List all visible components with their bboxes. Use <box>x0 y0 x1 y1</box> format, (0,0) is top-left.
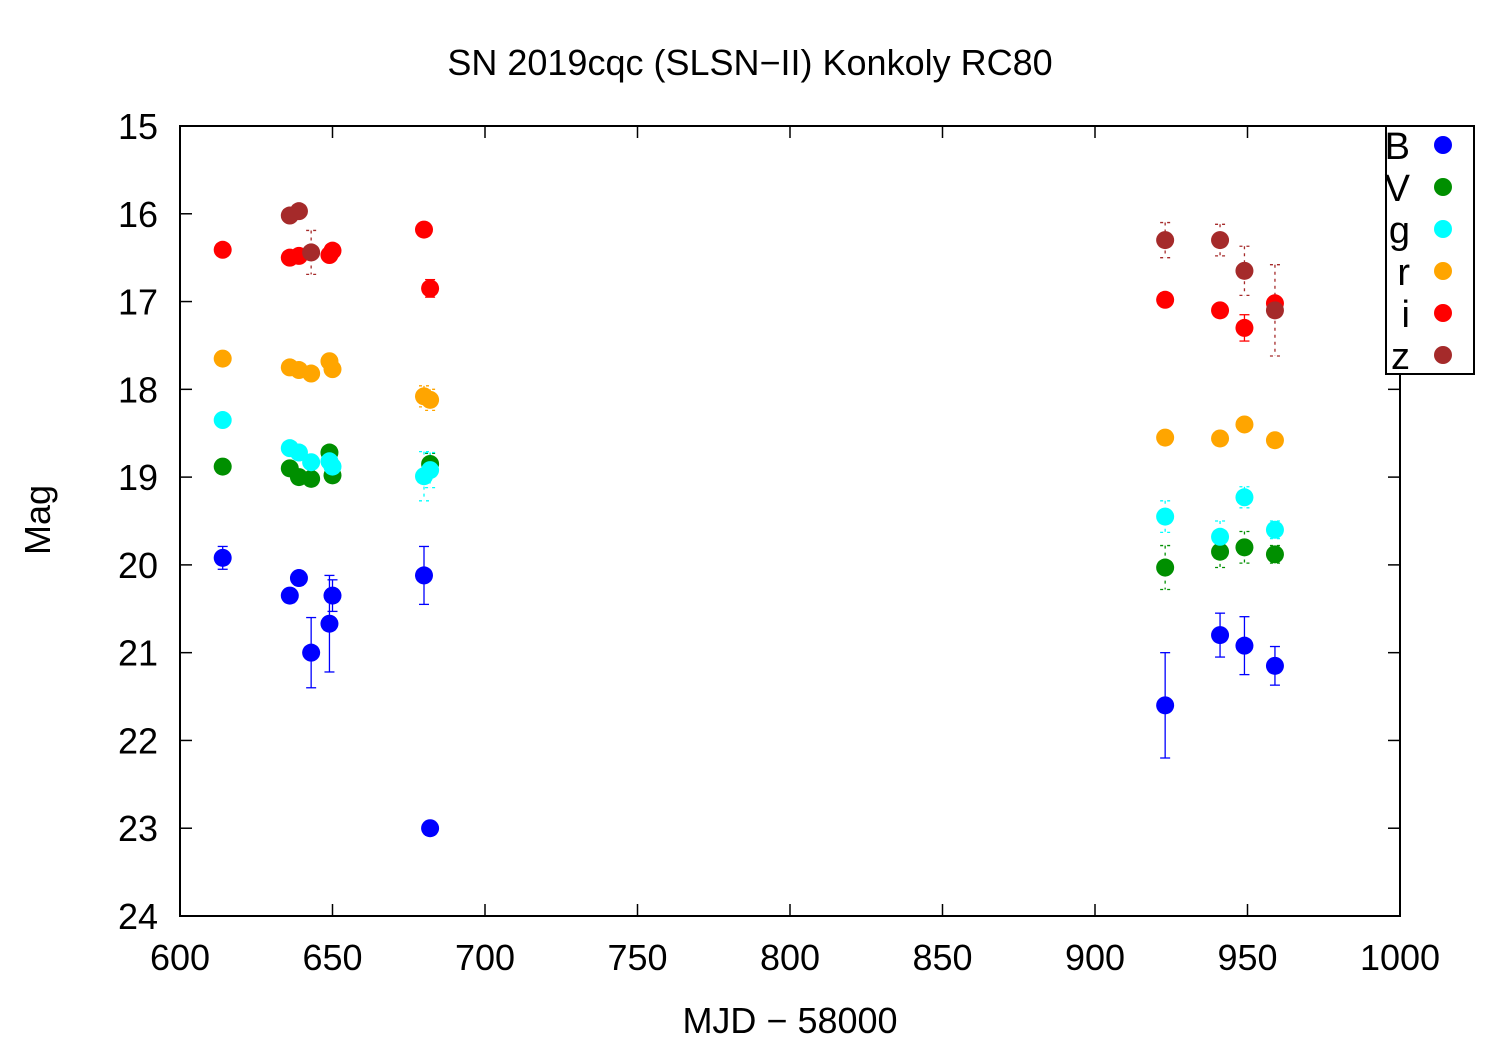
data-point-layer <box>213 202 1284 838</box>
data-point-V <box>1265 545 1284 564</box>
data-point-r <box>302 364 321 383</box>
y-axis-label: Mag <box>17 484 58 556</box>
y-tick-label: 19 <box>118 457 158 498</box>
data-point-g <box>1235 488 1254 507</box>
x-tick-label: 650 <box>302 937 362 978</box>
x-tick-label: 750 <box>607 937 667 978</box>
data-point-r <box>323 360 342 379</box>
data-point-i <box>1156 290 1175 309</box>
data-point-B <box>289 569 308 588</box>
data-point-g <box>323 457 342 476</box>
legend-marker-V <box>1434 178 1452 196</box>
errorbar-g <box>1239 486 1250 509</box>
data-point-i <box>213 240 232 259</box>
y-tick-label: 16 <box>118 194 158 235</box>
legend-box <box>1385 125 1475 375</box>
data-point-B <box>1156 696 1175 715</box>
legend-marker-r <box>1434 262 1452 280</box>
x-axis-label: MJD − 58000 <box>682 1000 898 1041</box>
data-point-r <box>421 390 440 409</box>
data-point-B <box>302 643 321 662</box>
legend-label-r: r <box>1397 252 1410 294</box>
data-point-B <box>213 548 232 567</box>
data-point-r <box>1211 429 1230 448</box>
legend-marker-B <box>1434 136 1452 154</box>
legend-label-z: z <box>1391 336 1410 378</box>
data-point-r <box>1235 415 1254 434</box>
data-point-r <box>1265 431 1284 450</box>
data-point-V <box>302 469 321 488</box>
data-point-V <box>1211 542 1230 561</box>
data-point-i <box>323 241 342 260</box>
y-tick-label: 22 <box>118 720 158 761</box>
data-point-r <box>213 349 232 368</box>
data-point-z <box>1156 231 1175 250</box>
data-point-B <box>280 586 299 605</box>
legend-label-V: V <box>1385 168 1411 210</box>
y-tick-label: 20 <box>118 545 158 586</box>
data-point-r <box>1156 428 1175 447</box>
data-point-z <box>289 202 308 221</box>
data-point-g <box>302 453 321 472</box>
legend-marker-z <box>1434 346 1452 364</box>
y-tick-label: 15 <box>118 106 158 147</box>
data-point-z <box>1235 261 1254 280</box>
data-point-z <box>1211 231 1230 250</box>
data-point-z <box>1265 301 1284 320</box>
axis-ticks: 600 650 700 750 800 850 900 950 1000 15 16 17 18 19 20… <box>118 106 1440 978</box>
data-point-B <box>1265 656 1284 675</box>
data-point-V <box>1235 538 1254 557</box>
data-point-i <box>1211 301 1230 320</box>
legend-marker-g <box>1434 220 1452 238</box>
errorbar-z <box>1269 264 1280 357</box>
data-point-B <box>1235 636 1254 655</box>
x-tick-label: 600 <box>150 937 210 978</box>
x-tick-label: 800 <box>760 937 820 978</box>
x-tick-label: 900 <box>1065 937 1125 978</box>
x-tick-label: 850 <box>912 937 972 978</box>
data-point-i <box>1235 318 1254 337</box>
errorbar-z <box>1160 221 1171 259</box>
errorbar-layer <box>217 206 1280 836</box>
errorbar-z <box>1239 245 1250 297</box>
data-point-z <box>302 243 321 262</box>
y-tick-label: 23 <box>118 808 158 849</box>
data-point-g <box>1156 507 1175 526</box>
data-point-B <box>320 614 339 633</box>
data-point-i <box>415 220 433 239</box>
x-tick-label: 700 <box>455 937 515 978</box>
data-point-V <box>1156 558 1175 577</box>
y-tick-label: 21 <box>118 633 158 674</box>
data-point-g <box>1265 520 1284 539</box>
legend-marker-i <box>1434 304 1452 322</box>
y-tick-label: 17 <box>118 282 158 323</box>
data-point-g <box>289 443 308 462</box>
x-tick-label: 950 <box>1217 937 1277 978</box>
data-point-g <box>421 461 440 480</box>
data-point-B <box>1211 626 1230 645</box>
data-point-B <box>323 586 342 605</box>
data-point-B <box>415 566 433 585</box>
chart-title: SN 2019cqc (SLSN−II) Konkoly RC80 <box>447 42 1053 83</box>
legend-label-i: i <box>1402 294 1410 336</box>
legend-label-B: B <box>1385 126 1410 168</box>
legend-label-g: g <box>1389 210 1410 252</box>
data-point-B <box>421 819 440 838</box>
data-point-g <box>1211 527 1230 546</box>
data-point-i <box>421 279 440 298</box>
y-tick-label: 24 <box>118 896 158 937</box>
x-tick-label: 1000 <box>1360 937 1440 978</box>
y-tick-label: 18 <box>118 369 158 410</box>
data-point-V <box>213 457 232 476</box>
data-point-g <box>213 411 232 430</box>
